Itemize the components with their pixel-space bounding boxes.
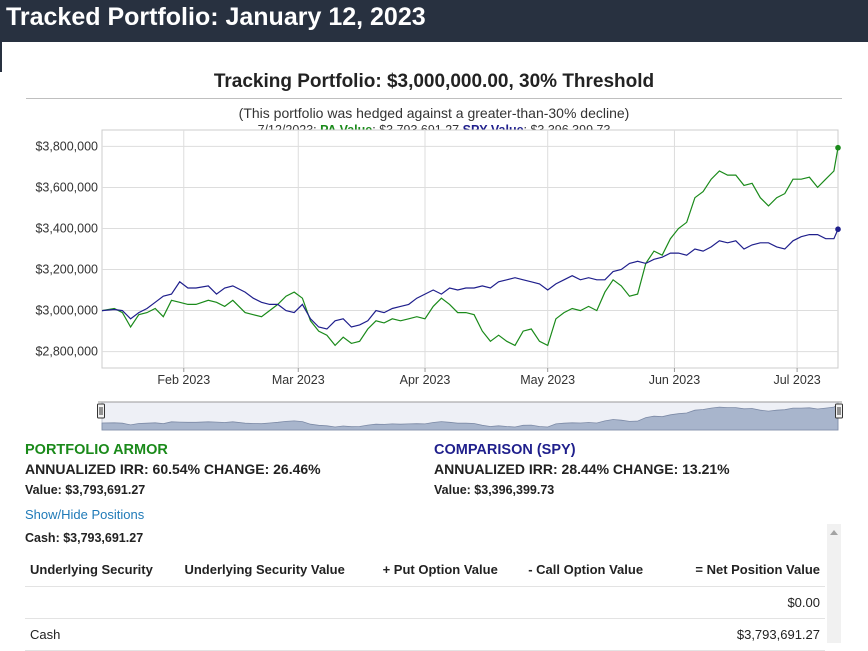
portfolio-armor-value: Value: $3,793,691.27 (25, 483, 146, 497)
y-tick-label: $3,400,000 (35, 221, 98, 235)
show-hide-positions-link[interactable]: Show/Hide Positions (25, 507, 145, 522)
col-call-option-value: - Call Option Value (523, 552, 669, 587)
cell (377, 618, 524, 651)
scroll-up-arrow-icon[interactable] (830, 530, 838, 535)
cell (377, 586, 524, 619)
cell: $0.00 (668, 586, 825, 619)
y-tick-label: $2,800,000 (35, 345, 98, 359)
table-row: $0.00 (25, 586, 825, 619)
y-tick-label: $3,000,000 (35, 304, 98, 318)
cell (179, 586, 378, 619)
cell (523, 618, 669, 651)
x-tick-label: Jul 2023 (773, 373, 820, 387)
x-tick-label: Apr 2023 (400, 373, 451, 387)
comparison-value: Value: $3,396,399.73 (434, 483, 555, 497)
cell: Cash (25, 618, 180, 651)
page-header: Tracked Portfolio: January 12, 2023 (0, 0, 868, 42)
title-divider (26, 98, 842, 99)
col-underlying-security: Underlying Security (25, 552, 180, 587)
table-header-row: Underlying Security Underlying Security … (25, 552, 825, 587)
cell (523, 586, 669, 619)
portfolio-armor-heading: PORTFOLIO ARMOR (25, 442, 168, 458)
table-row: Cash $3,793,691.27 (25, 618, 825, 651)
navigator-series-area (101, 403, 839, 431)
spy-value-line (101, 228, 839, 330)
header-edge (0, 42, 2, 72)
comparison-heading: COMPARISON (SPY) (434, 442, 576, 458)
portfolio-chart[interactable]: $2,800,000 $3,000,000 $3,200,000 $3,400,000… (0, 0, 868, 440)
vertical-scrollbar[interactable] (827, 524, 841, 643)
col-put-option-value: + Put Option Value (377, 552, 524, 587)
y-tick-label: $3,800,000 (35, 139, 98, 153)
pa-value-line (101, 147, 839, 347)
col-underlying-security-value: Underlying Security Value (179, 552, 378, 587)
x-tick-label: Jun 2023 (649, 373, 700, 387)
x-tick-label: May 2023 (520, 373, 575, 387)
x-tick-label: Feb 2023 (157, 373, 210, 387)
y-tick-label: $3,600,000 (35, 180, 98, 194)
cell: $3,793,691.27 (668, 618, 825, 651)
cash-summary: Cash: $3,793,691.27 (25, 531, 144, 545)
plot-area (101, 129, 839, 369)
cell (179, 618, 378, 651)
positions-table: Underlying Security Underlying Security … (25, 552, 825, 651)
x-tick-label: Mar 2023 (272, 373, 325, 387)
pa-value-endpoint-marker[interactable] (835, 144, 841, 151)
navigator-right-handle[interactable] (835, 403, 843, 419)
navigator-left-handle[interactable] (97, 403, 105, 419)
comparison-irr: ANNUALIZED IRR: 28.44% CHANGE: 13.21% (434, 461, 730, 477)
page-title: Tracked Portfolio: January 12, 2023 (6, 3, 426, 31)
col-net-position-value: = Net Position Value (668, 552, 825, 587)
chart-subtitle: (This portfolio was hedged against a gre… (238, 105, 630, 121)
chart-title: Tracking Portfolio: $3,000,000.00, 30% T… (213, 71, 655, 92)
cell (25, 586, 180, 619)
y-tick-label: $3,200,000 (35, 263, 98, 277)
portfolio-armor-irr: ANNUALIZED IRR: 60.54% CHANGE: 26.46% (25, 461, 321, 477)
positions-table-wrap: Underlying Security Underlying Security … (25, 552, 825, 651)
spy-value-endpoint-marker[interactable] (835, 226, 841, 233)
